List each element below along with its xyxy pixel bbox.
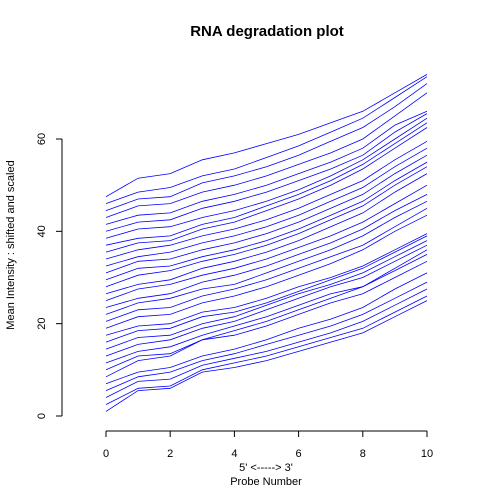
x-tick-label-6: 6 — [296, 448, 302, 460]
y-tick-label-60: 60 — [36, 133, 48, 145]
plot-series-group — [106, 74, 427, 411]
series-line-30 — [106, 84, 427, 211]
x-axis-label: Probe Number — [230, 476, 302, 488]
series-line-10 — [106, 241, 427, 350]
chart-title: RNA degradation plot — [190, 23, 344, 40]
series-line-31 — [106, 77, 427, 204]
x-axis-label-direction: 5' <-----> 3' — [239, 462, 293, 474]
series-line-5 — [106, 273, 427, 384]
x-tick-label-4: 4 — [231, 448, 237, 460]
x-tick-label-2: 2 — [167, 448, 173, 460]
series-line-32 — [106, 74, 427, 196]
x-tick-label-8: 8 — [360, 448, 366, 460]
x-tick-label-0: 0 — [103, 448, 109, 460]
series-line-13 — [106, 215, 427, 328]
series-line-29 — [106, 93, 427, 218]
series-line-22 — [106, 148, 427, 266]
series-line-16 — [106, 194, 427, 307]
series-line-28 — [106, 111, 427, 224]
y-axis-label: Mean Intensity : shifted and scaled — [5, 160, 17, 329]
series-line-7 — [106, 254, 427, 369]
y-tick-label-40: 40 — [36, 225, 48, 237]
y-tick-label-20: 20 — [36, 318, 48, 330]
x-axis: 0 2 4 6 8 10 — [103, 431, 433, 460]
x-tick-label-10: 10 — [421, 448, 433, 460]
y-tick-label-0: 0 — [36, 413, 48, 419]
y-axis: 0 20 40 60 — [36, 133, 62, 419]
series-line-2 — [106, 296, 427, 405]
series-line-27 — [106, 114, 427, 232]
